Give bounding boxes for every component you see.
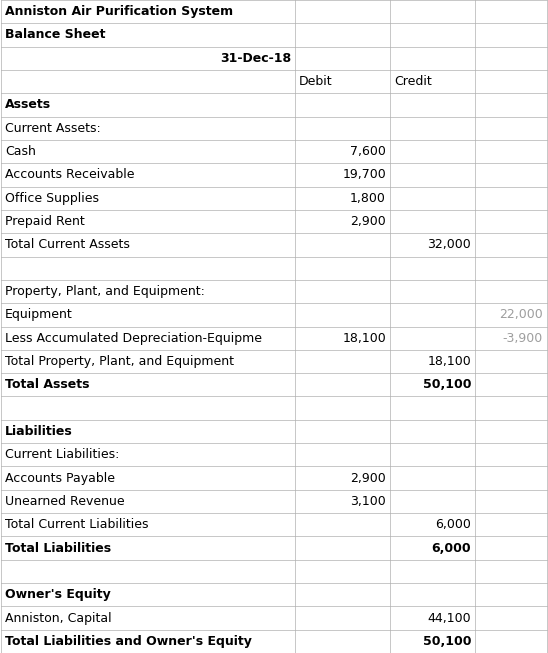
Text: 50,100: 50,100 bbox=[423, 635, 471, 648]
Text: 18,100: 18,100 bbox=[342, 332, 386, 345]
Text: Balance Sheet: Balance Sheet bbox=[5, 29, 106, 42]
Text: 6,000: 6,000 bbox=[431, 541, 471, 554]
Text: 2,900: 2,900 bbox=[350, 471, 386, 485]
Text: Property, Plant, and Equipment:: Property, Plant, and Equipment: bbox=[5, 285, 205, 298]
Text: 7,600: 7,600 bbox=[350, 145, 386, 158]
Text: 19,700: 19,700 bbox=[342, 168, 386, 182]
Text: Current Liabilities:: Current Liabilities: bbox=[5, 448, 119, 461]
Text: Liabilities: Liabilities bbox=[5, 425, 73, 438]
Text: Current Assets:: Current Assets: bbox=[5, 121, 101, 135]
Text: 6,000: 6,000 bbox=[435, 518, 471, 532]
Text: 2,900: 2,900 bbox=[350, 215, 386, 228]
Text: Anniston, Capital: Anniston, Capital bbox=[5, 611, 112, 624]
Text: Total Assets: Total Assets bbox=[5, 378, 89, 391]
Text: Total Liabilities and Owner's Equity: Total Liabilities and Owner's Equity bbox=[5, 635, 252, 648]
Text: 1,800: 1,800 bbox=[350, 192, 386, 205]
Text: -3,900: -3,900 bbox=[503, 332, 543, 345]
Text: Total Property, Plant, and Equipment: Total Property, Plant, and Equipment bbox=[5, 355, 234, 368]
Text: Credit: Credit bbox=[394, 75, 432, 88]
Text: 3,100: 3,100 bbox=[350, 495, 386, 508]
Text: 50,100: 50,100 bbox=[423, 378, 471, 391]
Text: 18,100: 18,100 bbox=[427, 355, 471, 368]
Text: Total Current Liabilities: Total Current Liabilities bbox=[5, 518, 149, 532]
Text: Accounts Payable: Accounts Payable bbox=[5, 471, 115, 485]
Text: Anniston Air Purification System: Anniston Air Purification System bbox=[5, 5, 233, 18]
Text: 22,000: 22,000 bbox=[499, 308, 543, 321]
Text: Prepaid Rent: Prepaid Rent bbox=[5, 215, 85, 228]
Text: 44,100: 44,100 bbox=[427, 611, 471, 624]
Text: Debit: Debit bbox=[299, 75, 333, 88]
Text: Total Liabilities: Total Liabilities bbox=[5, 541, 111, 554]
Text: Accounts Receivable: Accounts Receivable bbox=[5, 168, 134, 182]
Text: Assets: Assets bbox=[5, 99, 51, 112]
Text: Less Accumulated Depreciation-Equipme: Less Accumulated Depreciation-Equipme bbox=[5, 332, 262, 345]
Text: Owner's Equity: Owner's Equity bbox=[5, 588, 111, 601]
Text: Total Current Assets: Total Current Assets bbox=[5, 238, 130, 251]
Text: Office Supplies: Office Supplies bbox=[5, 192, 99, 205]
Text: Equipment: Equipment bbox=[5, 308, 73, 321]
Text: Cash: Cash bbox=[5, 145, 36, 158]
Text: 32,000: 32,000 bbox=[427, 238, 471, 251]
Text: Unearned Revenue: Unearned Revenue bbox=[5, 495, 124, 508]
Text: 31-Dec-18: 31-Dec-18 bbox=[220, 52, 291, 65]
